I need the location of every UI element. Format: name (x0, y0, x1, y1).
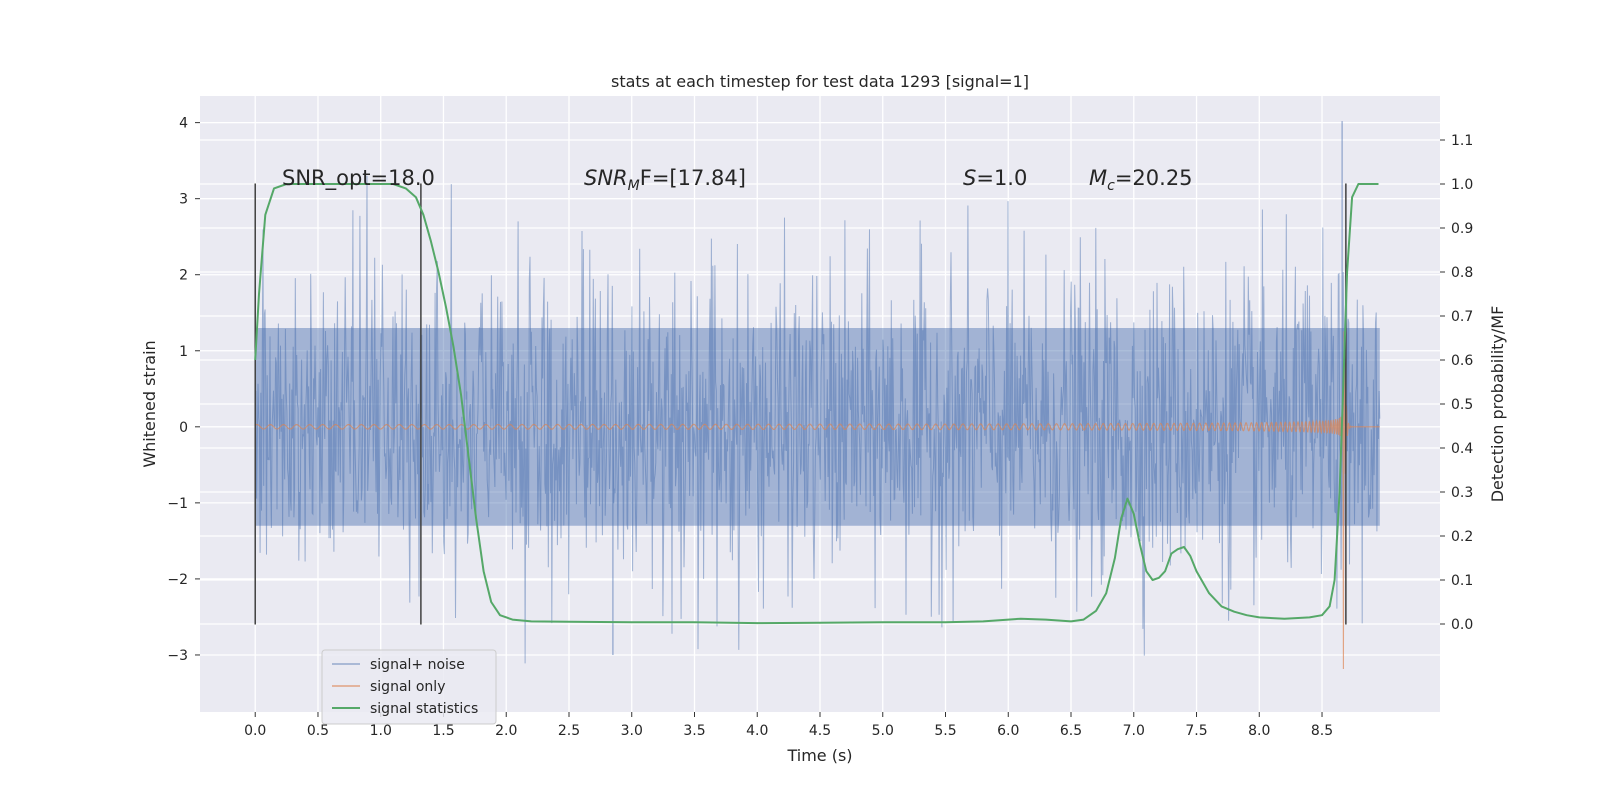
annotation-snr-mf-rest: F=[17.84] (640, 166, 746, 190)
stats-series (254, 183, 1379, 625)
y-left-tick-label: −1 (167, 496, 188, 512)
legend-box (321, 649, 497, 725)
y-right-tick-label: 1.0 (1451, 177, 1473, 193)
noise-trace (254, 175, 1381, 664)
y-left-tick-label: 0 (179, 420, 188, 436)
y-right-tick-label: 0.6 (1451, 353, 1473, 369)
y-right-tick-label: 0.5 (1451, 397, 1473, 413)
y-right-tick-label: 0.9 (1451, 221, 1473, 237)
signal-trace (254, 331, 1380, 670)
x-axis-label: Time (s) (786, 746, 852, 765)
x-tick-label: 8.0 (1248, 723, 1270, 739)
x-tick-label: 2.0 (495, 723, 517, 739)
x-tick-label: 1.0 (370, 723, 392, 739)
annotations: SNR_opt=18.0 SNRMF=[17.84] S=1.0 Mc=20.2… (282, 166, 1193, 194)
x-tick-label: 7.0 (1123, 723, 1145, 739)
x-tick-label: 2.5 (558, 723, 580, 739)
x-tick-label: 6.5 (1060, 723, 1082, 739)
x-ticks: 0.0 0.5 1.0 1.5 2.0 2.5 3.0 3.5 4.0 4.5 5.0 5.5 6.0 6… (244, 712, 1333, 739)
y-right-tick-label: 1.1 (1451, 133, 1473, 149)
y-right-tick-label: 0.3 (1451, 485, 1473, 501)
grid-y (200, 121, 1440, 656)
y-right-tick-label: 0.4 (1451, 441, 1473, 457)
annotation-s: S=1.0 (963, 166, 1027, 190)
y-axis-label-right: Detection probability/MF (1488, 306, 1507, 503)
y-right-tick-label: 0.1 (1451, 573, 1473, 589)
x-tick-label: 5.0 (872, 723, 894, 739)
y-right-tick-label: 0.0 (1451, 617, 1473, 633)
x-tick-label: 4.0 (746, 723, 768, 739)
y-right-tick-label: 0.2 (1451, 529, 1473, 545)
y-right-tick-label: 0.7 (1451, 309, 1473, 325)
y-left-tick-label: 2 (179, 268, 188, 284)
annotation-s-main: S (963, 166, 976, 190)
x-tick-label: 5.5 (934, 723, 956, 739)
y-left-tick-label: 1 (179, 344, 188, 360)
x-tick-label: 3.0 (621, 723, 643, 739)
x-tick-label: 1.5 (432, 723, 454, 739)
vertical-lines (254, 183, 1347, 625)
annotation-mc-rest: =20.25 (1115, 166, 1193, 190)
annotation-mc-main: M (1089, 166, 1107, 190)
x-tick-label: 7.5 (1185, 723, 1207, 739)
y-left-ticks: −3 −2 −1 0 1 2 3 4 (167, 116, 200, 664)
annotation-s-rest: =1.0 (976, 166, 1027, 190)
y-left-tick-label: −3 (167, 648, 188, 664)
annotation-mc-sub: c (1107, 178, 1115, 194)
annotation-snr-mf-sub: M (628, 178, 640, 194)
x-tick-label: 8.5 (1311, 723, 1333, 739)
x-tick-label: 3.5 (683, 723, 705, 739)
annotation-snr-opt: SNR_opt=18.0 (282, 166, 435, 191)
annotation-snr-mf-main: SNR (584, 166, 628, 190)
x-tick-label: 4.5 (809, 723, 831, 739)
x-tick-label: 0.0 (244, 723, 266, 739)
annotation-snr-mf: SNRMF=[17.84] (584, 166, 746, 194)
y-left-tick-label: −2 (167, 572, 188, 588)
chart-title: stats at each timestep for test data 129… (611, 72, 1029, 91)
legend-label-signal: signal only (370, 679, 445, 695)
y-axis-label-left: Whitened strain (140, 340, 159, 467)
legend-label-noise: signal+ noise (370, 657, 465, 673)
legend-label-stats: signal statistics (370, 701, 478, 717)
annotation-mc: Mc=20.25 (1089, 166, 1193, 194)
y-right-ticks: 0.0 0.1 0.2 0.3 0.4 0.5 0.6 0.7 0.8 0.9 1.0 1.1 (1440, 133, 1473, 633)
legend: signal+ noise signal only signal statist… (321, 649, 497, 725)
y-right-tick-label: 0.8 (1451, 265, 1473, 281)
y-left-tick-label: 4 (179, 116, 188, 132)
stats-line (254, 183, 1379, 625)
x-tick-label: 6.0 (997, 723, 1019, 739)
signal-series (254, 331, 1380, 670)
x-tick-label: 0.5 (307, 723, 329, 739)
y-left-tick-label: 3 (179, 192, 188, 208)
